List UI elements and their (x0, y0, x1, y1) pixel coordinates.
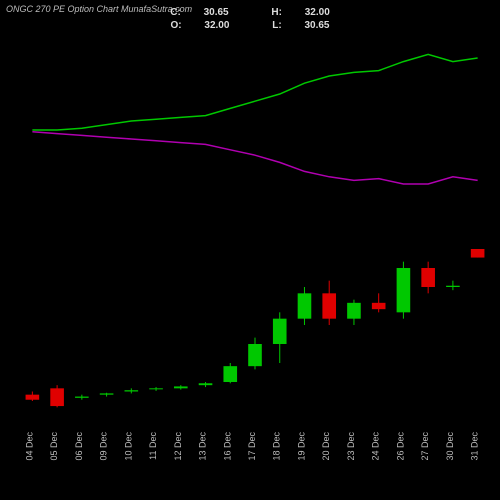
svg-text:13 Dec: 13 Dec (198, 432, 208, 461)
svg-text:10 Dec: 10 Dec (123, 432, 133, 461)
svg-text:09 Dec: 09 Dec (99, 432, 109, 461)
svg-text:20 Dec: 20 Dec (321, 432, 331, 461)
svg-text:30 Dec: 30 Dec (445, 432, 455, 461)
svg-text:19 Dec: 19 Dec (296, 432, 306, 461)
svg-text:31 Dec: 31 Dec (470, 432, 480, 461)
svg-text:27 Dec: 27 Dec (420, 432, 430, 461)
svg-text:11 Dec: 11 Dec (148, 432, 158, 460)
svg-text:12 Dec: 12 Dec (173, 432, 183, 461)
svg-text:06 Dec: 06 Dec (74, 432, 84, 461)
svg-text:16 Dec: 16 Dec (222, 432, 232, 461)
svg-text:05 Dec: 05 Dec (49, 432, 59, 461)
svg-text:26 Dec: 26 Dec (395, 432, 405, 461)
svg-text:18 Dec: 18 Dec (272, 432, 282, 461)
svg-text:23 Dec: 23 Dec (346, 432, 356, 461)
svg-text:17 Dec: 17 Dec (247, 432, 257, 461)
svg-text:04 Dec: 04 Dec (24, 432, 34, 461)
svg-text:24 Dec: 24 Dec (371, 432, 381, 461)
price-chart: 04 Dec 05 Dec 06 Dec 09 Dec 10 Dec 11 Dec 12 D… (0, 0, 500, 500)
